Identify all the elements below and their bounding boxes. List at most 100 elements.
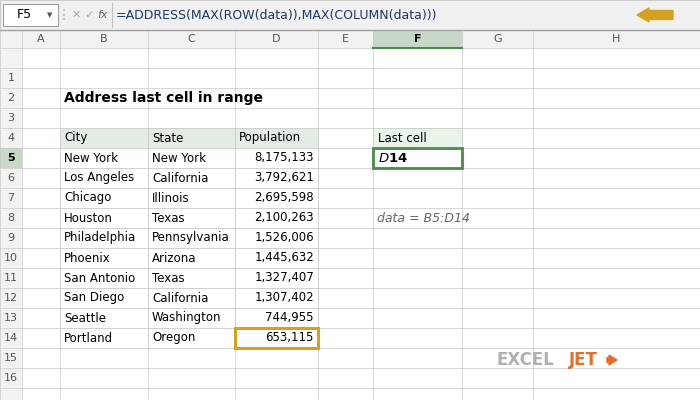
Bar bbox=[235, 188, 318, 208]
Text: data = B5:D14: data = B5:D14 bbox=[377, 212, 470, 224]
Text: 7: 7 bbox=[8, 193, 15, 203]
Text: Los Angeles: Los Angeles bbox=[64, 172, 134, 184]
Text: E: E bbox=[342, 34, 349, 44]
Text: Last cell: Last cell bbox=[378, 132, 427, 144]
Text: Illinois: Illinois bbox=[152, 192, 190, 204]
Bar bbox=[0, 30, 22, 400]
Text: City: City bbox=[64, 132, 88, 144]
Bar bbox=[148, 188, 235, 208]
Text: ⋮: ⋮ bbox=[57, 8, 71, 22]
Text: 8,175,133: 8,175,133 bbox=[255, 152, 314, 164]
FancyArrow shape bbox=[637, 8, 673, 22]
Text: Chicago: Chicago bbox=[64, 192, 111, 204]
Text: New York: New York bbox=[152, 152, 206, 164]
Text: D: D bbox=[272, 34, 281, 44]
Bar bbox=[148, 308, 235, 328]
Text: G: G bbox=[494, 34, 502, 44]
Text: 3,792,621: 3,792,621 bbox=[254, 172, 314, 184]
Text: 2,100,263: 2,100,263 bbox=[254, 212, 314, 224]
Bar bbox=[60, 228, 148, 248]
Text: California: California bbox=[152, 292, 209, 304]
Text: 16: 16 bbox=[4, 373, 18, 383]
Text: H: H bbox=[612, 34, 621, 44]
Bar bbox=[373, 30, 462, 48]
Text: 14: 14 bbox=[4, 333, 18, 343]
Bar bbox=[0, 148, 22, 168]
Text: ✕: ✕ bbox=[71, 10, 80, 20]
Text: 1,445,632: 1,445,632 bbox=[254, 252, 314, 264]
Text: New York: New York bbox=[64, 152, 118, 164]
Bar bbox=[235, 228, 318, 248]
Bar bbox=[373, 148, 462, 168]
FancyArrow shape bbox=[607, 355, 617, 365]
Text: 12: 12 bbox=[4, 293, 18, 303]
Bar bbox=[235, 328, 318, 348]
Bar bbox=[148, 288, 235, 308]
Bar bbox=[60, 248, 148, 268]
Bar bbox=[235, 148, 318, 168]
Text: San Diego: San Diego bbox=[64, 292, 125, 304]
Text: 5: 5 bbox=[7, 153, 15, 163]
Text: C: C bbox=[188, 34, 195, 44]
Text: 9: 9 bbox=[8, 233, 15, 243]
Bar bbox=[60, 208, 148, 228]
Bar bbox=[148, 128, 235, 148]
Bar bbox=[148, 148, 235, 168]
Bar bbox=[235, 208, 318, 228]
Text: 1,307,402: 1,307,402 bbox=[254, 292, 314, 304]
Text: 1,526,006: 1,526,006 bbox=[254, 232, 314, 244]
Text: EXCEL: EXCEL bbox=[497, 351, 555, 369]
Text: 653,115: 653,115 bbox=[265, 332, 314, 344]
Text: Phoenix: Phoenix bbox=[64, 252, 111, 264]
Text: Texas: Texas bbox=[152, 272, 185, 284]
Bar bbox=[148, 228, 235, 248]
Text: Address last cell in range: Address last cell in range bbox=[64, 91, 263, 105]
Text: Arizona: Arizona bbox=[152, 252, 197, 264]
Text: Portland: Portland bbox=[64, 332, 113, 344]
Bar bbox=[60, 168, 148, 188]
Bar bbox=[235, 128, 318, 148]
Text: fx: fx bbox=[98, 10, 108, 20]
Text: ▼: ▼ bbox=[48, 12, 52, 18]
Text: Pennsylvania: Pennsylvania bbox=[152, 232, 230, 244]
Text: Washington: Washington bbox=[152, 312, 221, 324]
Bar bbox=[0, 30, 700, 48]
Bar bbox=[148, 328, 235, 348]
Text: 13: 13 bbox=[4, 313, 18, 323]
Text: 8: 8 bbox=[8, 213, 15, 223]
Text: F: F bbox=[414, 34, 421, 44]
Bar bbox=[235, 288, 318, 308]
Text: Texas: Texas bbox=[152, 212, 185, 224]
Bar bbox=[60, 328, 148, 348]
Text: Houston: Houston bbox=[64, 212, 113, 224]
Text: Population: Population bbox=[239, 132, 301, 144]
Bar bbox=[60, 128, 148, 148]
Bar bbox=[60, 308, 148, 328]
Bar bbox=[60, 148, 148, 168]
Text: 6: 6 bbox=[8, 173, 15, 183]
Text: B: B bbox=[100, 34, 108, 44]
Text: JET: JET bbox=[569, 351, 598, 369]
Text: State: State bbox=[152, 132, 183, 144]
Bar bbox=[373, 148, 462, 168]
Text: San Antonio: San Antonio bbox=[64, 272, 135, 284]
Bar bbox=[235, 248, 318, 268]
Text: 2,695,598: 2,695,598 bbox=[254, 192, 314, 204]
Bar bbox=[60, 188, 148, 208]
Text: Seattle: Seattle bbox=[64, 312, 106, 324]
Text: $D$14: $D$14 bbox=[378, 152, 408, 164]
Bar bbox=[373, 128, 462, 148]
Bar bbox=[235, 168, 318, 188]
Text: 744,955: 744,955 bbox=[265, 312, 314, 324]
Text: 4: 4 bbox=[8, 133, 15, 143]
Text: 1: 1 bbox=[8, 73, 15, 83]
Bar bbox=[0, 0, 700, 30]
Text: 15: 15 bbox=[4, 353, 18, 363]
Text: Oregon: Oregon bbox=[152, 332, 195, 344]
Bar bbox=[235, 308, 318, 328]
Bar bbox=[3, 4, 58, 26]
Bar bbox=[148, 208, 235, 228]
Text: 2: 2 bbox=[8, 93, 15, 103]
Text: Philadelphia: Philadelphia bbox=[64, 232, 136, 244]
Text: California: California bbox=[152, 172, 209, 184]
